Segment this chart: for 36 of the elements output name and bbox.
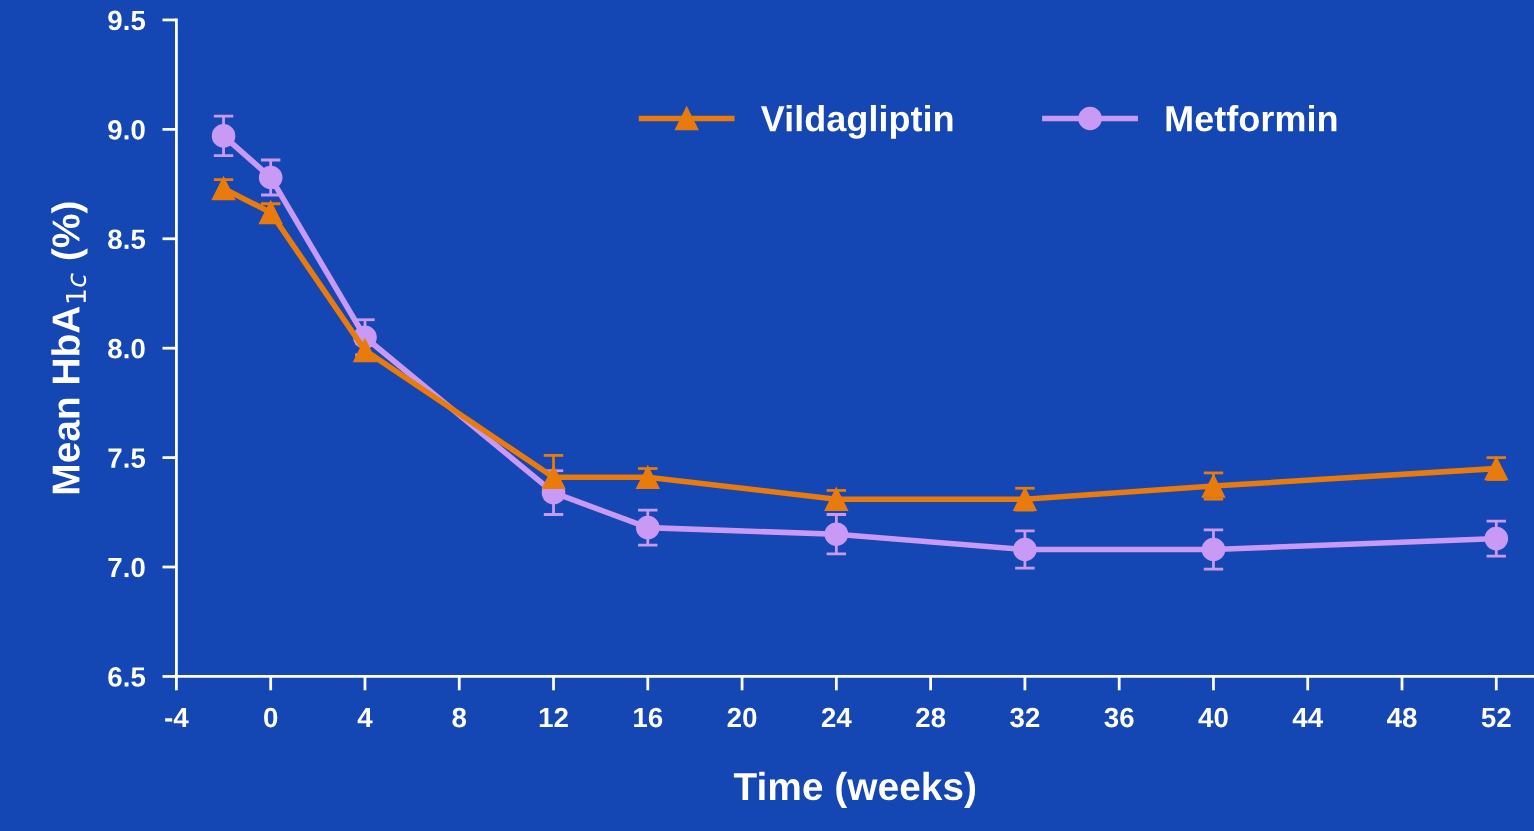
legend-label: Vildagliptin bbox=[760, 104, 953, 139]
point bbox=[353, 338, 377, 363]
x-tick-label: 4 bbox=[357, 708, 373, 728]
y-tick-label: 9.5 bbox=[108, 10, 146, 31]
y-tick-label: 7.5 bbox=[108, 448, 146, 468]
legend-label: Metformin bbox=[1166, 104, 1337, 132]
point bbox=[824, 522, 849, 547]
point bbox=[541, 465, 566, 490]
x-tick-label: 16 bbox=[634, 707, 663, 728]
point bbox=[258, 165, 283, 190]
y-axis-title: Mean HbA$_{1c}$ (%) bbox=[51, 202, 88, 494]
y-tick-label: 8.5 bbox=[108, 229, 146, 250]
y-tick-label: 6.5 bbox=[108, 667, 146, 687]
y-tick-label: 9.0 bbox=[108, 120, 145, 140]
x-tick-label: 24 bbox=[821, 707, 852, 728]
x-tick-label: 36 bbox=[1104, 707, 1134, 728]
x-tick-label: -4 bbox=[165, 708, 189, 728]
x-tick-label: 52 bbox=[1481, 707, 1511, 728]
x-tick-label: 48 bbox=[1386, 707, 1417, 728]
x-tick-label: 28 bbox=[916, 707, 946, 728]
point bbox=[635, 515, 660, 540]
point bbox=[1484, 526, 1509, 551]
x-tick-label: 0 bbox=[264, 707, 278, 728]
x-tick-label: 32 bbox=[1010, 707, 1040, 728]
y-tick-label: 8.0 bbox=[108, 338, 145, 359]
point bbox=[1201, 537, 1226, 562]
x-tick-label: 40 bbox=[1198, 707, 1228, 728]
x-tick-label: 20 bbox=[727, 707, 757, 728]
y-tick-label: 7.0 bbox=[108, 557, 145, 578]
x-tick-label: 44 bbox=[1292, 708, 1324, 728]
x-tick-label: 12 bbox=[539, 707, 568, 728]
point bbox=[1013, 537, 1037, 562]
x-tick-label: 8 bbox=[452, 707, 467, 728]
point bbox=[211, 124, 236, 148]
point bbox=[258, 200, 283, 225]
x-axis-title: Time (weeks) bbox=[733, 771, 976, 809]
